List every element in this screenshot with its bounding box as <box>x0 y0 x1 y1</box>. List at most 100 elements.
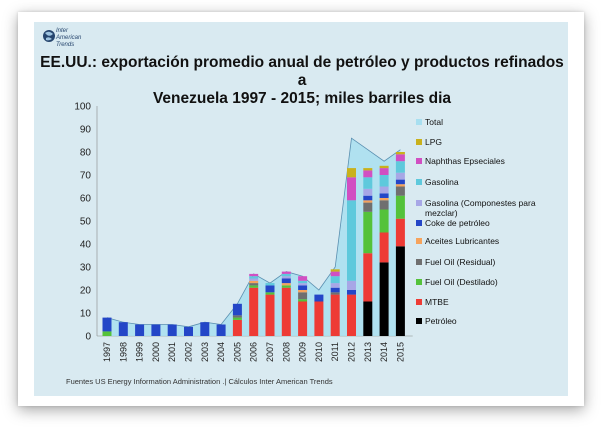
title-line-2: Venezuela 1997 - 2015; miles barriles di… <box>152 90 452 107</box>
x-tick-label: 1999 <box>135 342 145 362</box>
bar-segment <box>379 186 389 194</box>
bar-segment <box>330 294 340 336</box>
bar-segment <box>249 283 259 286</box>
bar-segment <box>395 246 405 336</box>
y-tick-label: 30 <box>80 263 92 274</box>
legend-swatch <box>416 299 422 305</box>
bar-segment <box>379 209 389 233</box>
bar-segment <box>281 287 291 336</box>
bar-segment <box>265 283 275 286</box>
bar-segment <box>395 195 405 219</box>
bar-segment <box>379 200 389 210</box>
bar-segment <box>298 301 308 336</box>
legend-label: LPG <box>425 137 442 147</box>
legend-swatch <box>416 238 422 244</box>
bar-segment <box>379 168 389 175</box>
legend-swatch <box>416 200 422 206</box>
legend-swatch <box>416 158 422 164</box>
legend-swatch <box>416 179 422 185</box>
bar-segment <box>118 322 128 336</box>
y-tick-label: 10 <box>80 309 92 320</box>
x-tick-label: 2002 <box>184 342 194 362</box>
x-tick-label: 1997 <box>102 342 112 362</box>
bar-segment <box>200 322 210 336</box>
x-tick-label: 2006 <box>249 342 259 362</box>
logo-line-1: Inter <box>56 28 69 34</box>
logo-line-2: American <box>56 35 82 41</box>
y-tick-label: 100 <box>74 102 91 113</box>
x-tick-label: 2007 <box>265 342 275 362</box>
legend-swatch <box>416 318 422 324</box>
globe-icon <box>43 30 55 42</box>
total-area <box>107 138 401 336</box>
bar-segment <box>395 186 405 196</box>
legend-swatch <box>416 279 422 285</box>
bar-segment <box>298 280 308 284</box>
x-tick-label: 2012 <box>347 342 357 362</box>
bar-segment <box>347 290 356 295</box>
bar-segment <box>281 278 291 284</box>
y-tick-label: 0 <box>85 332 91 343</box>
legend-swatch <box>416 220 422 226</box>
bar-segment <box>395 172 405 180</box>
x-tick-label: 2001 <box>167 342 177 362</box>
bar-segment <box>232 303 242 316</box>
bar-segment <box>184 326 193 336</box>
bar-segment <box>347 177 356 201</box>
bar-segment <box>249 278 259 281</box>
y-tick-label: 50 <box>80 217 92 228</box>
legend-label: Gasolina (Componestes para <box>425 198 536 208</box>
x-tick-label: 2009 <box>298 342 308 362</box>
y-tick-label: 70 <box>80 171 92 182</box>
logo-text: Inter American Trends <box>56 28 81 49</box>
x-tick-label: 2003 <box>200 342 210 362</box>
bar-segment <box>330 287 340 293</box>
bar-segment <box>363 188 373 196</box>
legend-label: Aceites Lubricantes <box>425 236 499 246</box>
bar-segment <box>102 331 112 336</box>
bar-segment <box>379 232 389 263</box>
bar-segment <box>151 324 161 336</box>
y-tick-label: 90 <box>80 125 92 136</box>
bar-segment <box>314 301 324 336</box>
bar-segment <box>347 294 356 336</box>
bar-segment <box>395 154 405 162</box>
legend-label: Coke de petróleo <box>425 218 490 228</box>
bar-segment <box>363 301 373 336</box>
x-tick-label: 2011 <box>330 342 340 361</box>
bar-segment <box>395 218 405 247</box>
y-tick-label: 60 <box>80 194 92 205</box>
legend-label: Gasolina <box>425 177 459 187</box>
legend-label-continued: mezclar) <box>425 208 458 218</box>
bar-segment <box>395 152 405 155</box>
bar-segment <box>265 285 275 293</box>
y-tick-label: 80 <box>80 148 92 159</box>
legend-swatch <box>416 139 422 145</box>
bar-segment <box>363 170 373 178</box>
bar-segment <box>281 276 291 279</box>
logo-line-3: Trends <box>56 42 75 48</box>
legend-label: Fuel Oil (Residual) <box>425 257 496 267</box>
bar-segment <box>395 184 405 187</box>
bar-segment <box>379 262 389 336</box>
bar-segment <box>265 294 275 336</box>
legend-swatch <box>416 119 422 125</box>
bar-segment <box>347 168 356 178</box>
bar-segment <box>232 315 242 318</box>
x-tick-label: 2015 <box>395 342 405 362</box>
bar-segment <box>281 285 291 288</box>
bar-segment <box>216 324 226 336</box>
bar-segment <box>167 324 177 336</box>
bar-segment <box>363 177 373 189</box>
y-tick-label: 20 <box>80 286 92 297</box>
y-tick-label: 40 <box>80 240 92 251</box>
bar-segment <box>363 253 373 302</box>
bar-segment <box>298 283 308 286</box>
bar-segment <box>330 292 340 295</box>
source-footer: Fuentes US Energy Information Administra… <box>66 377 333 386</box>
bar-segment <box>298 299 308 302</box>
bar-segment <box>363 195 373 201</box>
legend-label: MTBE <box>425 297 449 307</box>
bar-segment <box>298 285 308 290</box>
